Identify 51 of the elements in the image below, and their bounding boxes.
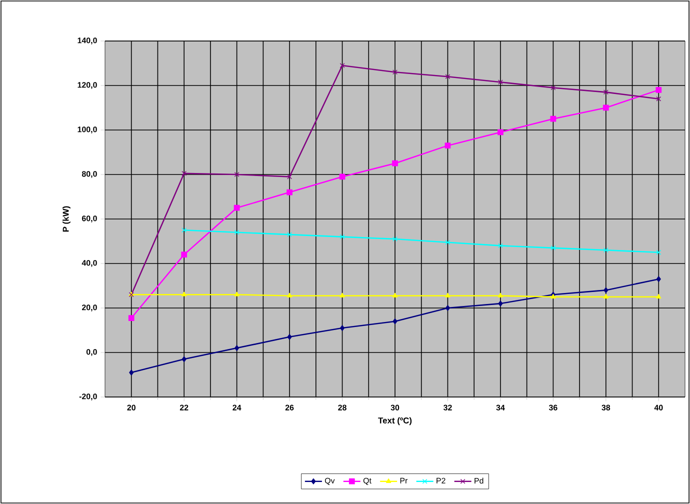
point xyxy=(498,243,503,248)
point xyxy=(234,204,240,211)
point xyxy=(182,356,186,362)
point xyxy=(128,315,134,321)
point xyxy=(445,240,450,245)
point xyxy=(602,104,609,111)
point xyxy=(234,172,240,177)
point xyxy=(550,85,556,90)
point xyxy=(444,142,451,149)
point xyxy=(340,292,345,298)
point xyxy=(287,334,292,340)
point xyxy=(392,70,398,75)
point xyxy=(340,325,345,331)
point xyxy=(603,90,608,95)
point xyxy=(445,292,450,298)
point xyxy=(604,287,608,294)
point xyxy=(287,232,292,238)
point xyxy=(392,292,398,298)
point xyxy=(286,292,292,298)
point xyxy=(550,116,556,122)
point xyxy=(182,170,187,176)
point xyxy=(498,300,503,306)
point xyxy=(234,292,240,296)
point xyxy=(392,236,398,242)
point xyxy=(550,245,556,250)
point xyxy=(181,252,188,258)
point xyxy=(445,74,450,80)
point xyxy=(656,87,662,93)
point xyxy=(603,294,609,299)
point xyxy=(182,228,187,233)
point xyxy=(340,234,345,240)
point xyxy=(234,345,240,351)
point xyxy=(286,189,292,196)
point xyxy=(498,292,504,298)
point xyxy=(392,318,398,324)
point xyxy=(234,230,240,235)
point xyxy=(498,129,504,136)
y-axis-title: P (kW) xyxy=(62,206,70,232)
point xyxy=(392,160,398,166)
point xyxy=(656,276,661,282)
point xyxy=(498,80,503,85)
point xyxy=(340,63,345,68)
point xyxy=(182,292,187,296)
x-axis-title: Text (ºC) xyxy=(378,417,412,426)
point xyxy=(287,174,292,180)
point xyxy=(129,370,134,376)
point xyxy=(603,248,608,253)
point xyxy=(656,96,662,102)
point xyxy=(656,294,662,299)
point xyxy=(656,250,662,255)
point xyxy=(445,305,450,311)
